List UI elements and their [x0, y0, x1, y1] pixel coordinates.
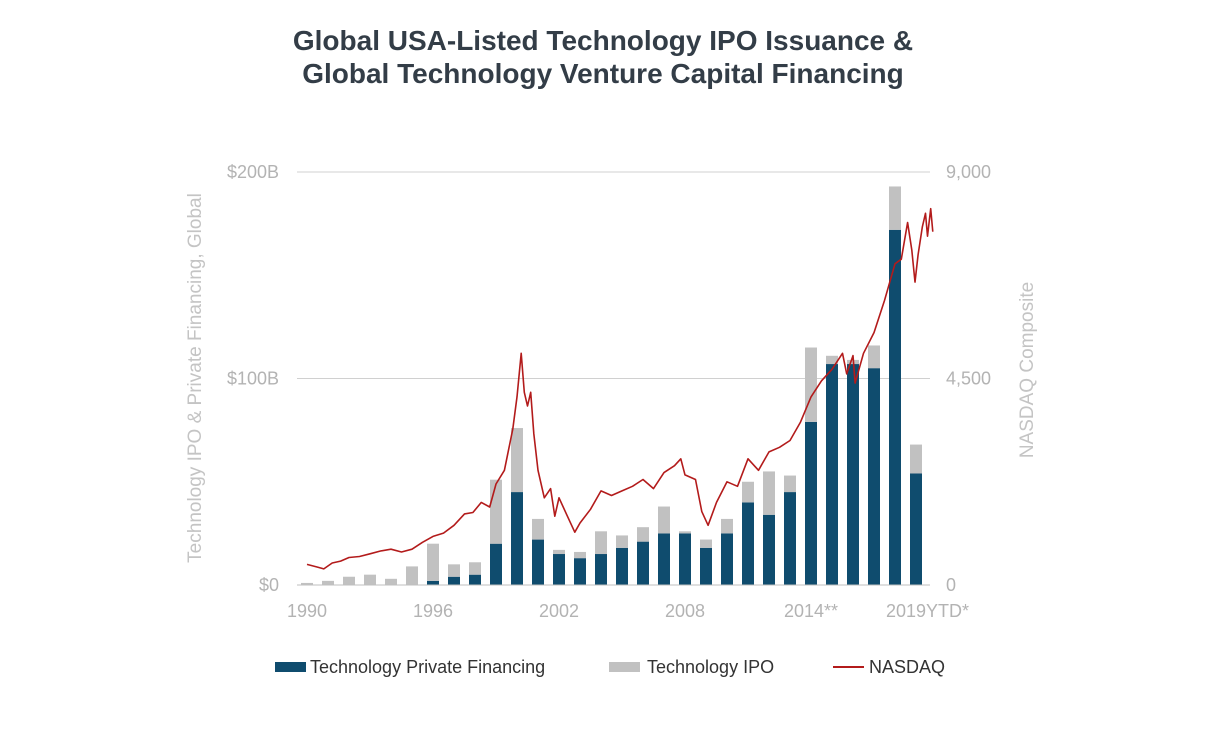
left-axis-tick-label: $0: [259, 575, 279, 595]
bar-ipo: [469, 562, 481, 575]
right-axis-title: NASDAQ Composite: [1017, 282, 1038, 458]
bar-private-financing: [427, 580, 439, 585]
left-axis-title: Technology IPO & Private Financing, Glob…: [185, 193, 206, 563]
x-axis-tick-label: 1990: [287, 601, 327, 621]
right-axis-tick-label: 9,000: [946, 162, 991, 182]
bar-ipo: [511, 428, 523, 493]
bar-private-financing: [826, 364, 838, 585]
bar-ipo: [343, 576, 355, 585]
right-axis-tick-label: 4,500: [946, 369, 991, 389]
bar-ipo: [763, 471, 775, 515]
bar-private-financing: [511, 492, 523, 585]
nasdaq-line: [306, 207, 934, 570]
bar-private-financing: [910, 473, 922, 585]
bar-private-financing: [868, 368, 880, 585]
legend-swatch: [609, 662, 640, 672]
right-axis-tick-label: 0: [946, 575, 956, 595]
bar-private-financing: [658, 533, 670, 585]
axes: $0 $100B $200B 0 4,500 9,000 1990 1996 2002 2008 2…: [185, 162, 1038, 621]
bar-ipo: [805, 347, 817, 422]
bar-ipo: [721, 518, 733, 534]
bar-private-financing: [700, 547, 712, 585]
bar-private-financing: [637, 541, 649, 585]
chart-title-line-1: Global USA-Listed Technology IPO Issuanc…: [292, 25, 914, 56]
bar-private-financing: [574, 558, 586, 585]
left-axis-tick-label: $100B: [227, 369, 279, 389]
legend-label: Technology IPO: [647, 657, 774, 677]
bar-private-financing: [721, 533, 733, 585]
bar-ipo: [301, 582, 313, 585]
bar-ipo: [679, 531, 691, 534]
bar-ipo: [742, 481, 754, 503]
x-axis-tick-label: 2014**: [784, 601, 838, 621]
x-axis-tick-label: 2008: [665, 601, 705, 621]
bar-ipo: [553, 549, 565, 555]
bar-private-financing: [532, 539, 544, 585]
bar-ipo: [889, 186, 901, 230]
bars: [301, 186, 922, 585]
bar-private-financing: [742, 502, 754, 585]
bar-private-financing: [553, 554, 565, 585]
bar-ipo: [448, 564, 460, 577]
bar-ipo: [427, 543, 439, 581]
legend-label: NASDAQ: [869, 657, 945, 677]
bar-ipo: [322, 580, 334, 585]
legend-swatch: [275, 662, 306, 672]
left-axis-tick-label: $200B: [227, 162, 279, 182]
bar-ipo: [700, 539, 712, 548]
bar-ipo: [385, 578, 397, 585]
bar-ipo: [910, 444, 922, 474]
bar-ipo: [658, 506, 670, 534]
x-axis-tick-label: 2002: [539, 601, 579, 621]
chart-title-line-2: Global Technology Venture Capital Financ…: [302, 58, 904, 89]
bar-ipo: [616, 535, 628, 548]
bar-private-financing: [847, 364, 859, 585]
legend-label: Technology Private Financing: [310, 657, 545, 677]
x-axis-tick-label: 2019YTD*: [886, 601, 969, 621]
bar-ipo: [784, 475, 796, 493]
bar-private-financing: [679, 533, 691, 585]
x-axis-tick-label: 1996: [413, 601, 453, 621]
bar-private-financing: [469, 574, 481, 585]
bar-ipo: [490, 479, 502, 544]
bar-private-financing: [805, 421, 817, 585]
bar-ipo: [826, 355, 838, 365]
bar-ipo: [637, 527, 649, 542]
bar-ipo: [595, 531, 607, 555]
bar-ipo: [574, 551, 586, 559]
bar-ipo: [532, 518, 544, 540]
bar-ipo: [406, 566, 418, 585]
bar-ipo: [868, 345, 880, 369]
bar-private-financing: [448, 576, 460, 585]
legend: Technology Private Financing Technology I…: [275, 657, 945, 677]
gridlines: [297, 171, 930, 379]
bar-private-financing: [784, 492, 796, 585]
bar-private-financing: [616, 547, 628, 585]
bar-private-financing: [763, 514, 775, 585]
nasdaq-line-group: [306, 207, 934, 570]
chart-title: Global USA-Listed Technology IPO Issuanc…: [0, 24, 1206, 90]
bar-private-financing: [595, 554, 607, 585]
bar-private-financing: [889, 229, 901, 585]
bar-ipo: [364, 574, 376, 585]
bar-private-financing: [490, 543, 502, 585]
